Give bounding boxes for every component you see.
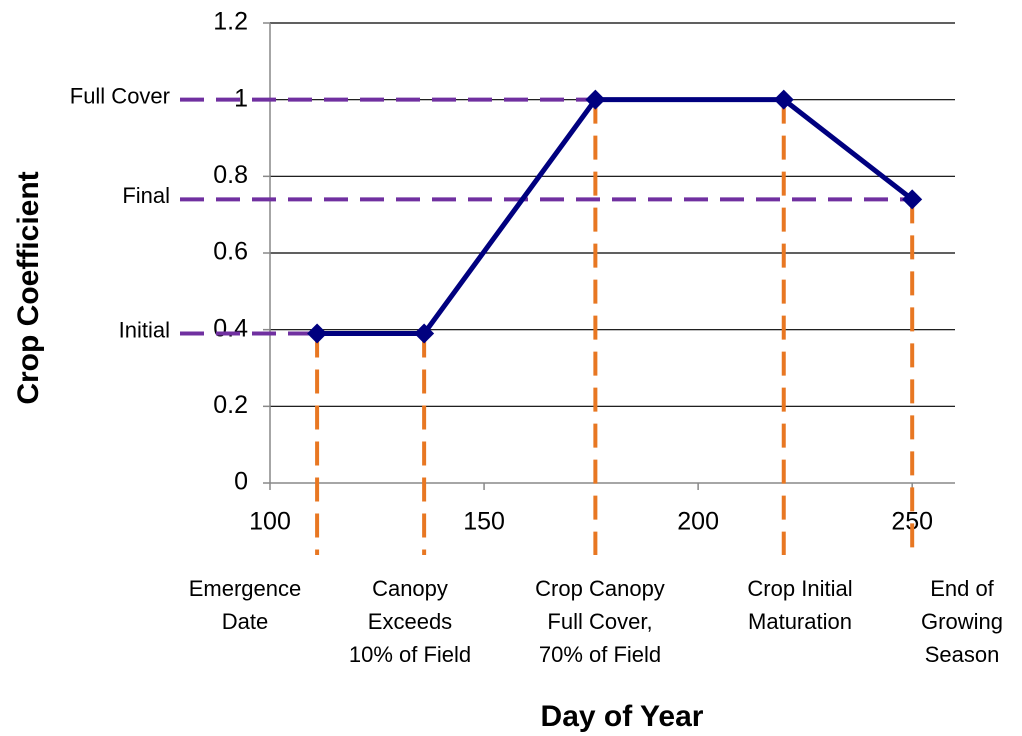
stage-label: Emergence: [189, 576, 302, 601]
x-tick-label: 200: [677, 508, 719, 536]
y-axis-title: Crop Coefficient: [12, 171, 45, 404]
data-point: [902, 189, 923, 210]
stage-label: End of: [930, 576, 994, 601]
marker-label: Full Cover: [70, 83, 170, 108]
y-tick-label: 0.2: [213, 391, 248, 419]
y-tick-label: 0.4: [213, 314, 248, 342]
data-point: [585, 89, 606, 110]
data-point: [414, 323, 435, 344]
stage-label: 70% of Field: [539, 642, 661, 667]
stage-label: Growing: [921, 609, 1003, 634]
marker-label: Final: [122, 183, 170, 208]
stage-label: Date: [222, 609, 268, 634]
marker-label: Initial: [119, 317, 170, 342]
y-tick-label: 0.8: [213, 161, 248, 189]
stage-label: Full Cover,: [547, 609, 652, 634]
stage-label: 10% of Field: [349, 642, 471, 667]
data-point: [773, 89, 794, 110]
y-tick-label: 1: [234, 84, 248, 112]
series-line: [317, 97, 914, 336]
y-tick-label: 0: [234, 468, 248, 496]
y-tick-label: 0.6: [213, 238, 248, 266]
x-tick-label: 100: [249, 508, 291, 536]
stage-label: Crop Canopy: [535, 576, 665, 601]
x-tick-label: 150: [463, 508, 505, 536]
stage-label: Canopy: [372, 576, 448, 601]
stage-label: Crop Initial: [747, 576, 852, 601]
stage-label: Maturation: [748, 609, 852, 634]
x-axis-title: Day of Year: [541, 700, 704, 733]
stage-label: Exceeds: [368, 609, 452, 634]
data-point: [307, 323, 328, 344]
y-tick-label: 1.2: [213, 8, 248, 36]
stage-label: Season: [925, 642, 1000, 667]
